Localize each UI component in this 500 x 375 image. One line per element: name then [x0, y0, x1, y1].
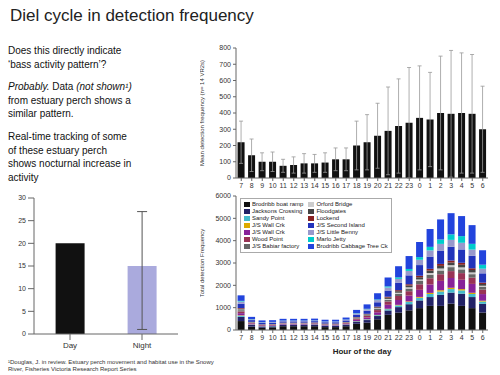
svg-text:0: 0 [418, 182, 422, 189]
html-text:from estuary perch shows a sim: from estuary perch shows a similar patte… [8, 94, 131, 119]
svg-text:20: 20 [374, 334, 382, 341]
svg-text:2: 2 [439, 182, 443, 189]
svg-text:7: 7 [239, 334, 243, 341]
svg-text:0: 0 [418, 334, 422, 341]
svg-text:21: 21 [384, 334, 392, 341]
svg-text:100: 100 [219, 158, 231, 165]
svg-text:23: 23 [405, 334, 413, 341]
svg-text:Night: Night [133, 341, 152, 350]
html-text:Real-time tracking of some of: Real-time tracking of some of these estu… [8, 131, 132, 183]
html-text:Brodribb boat ramp: Brodribb boat ramp [252, 201, 304, 207]
html-text:Orford Bridge: Orford Bridge [316, 201, 353, 207]
svg-text:Day: Day [63, 341, 77, 350]
html-text:¹Douglas, J. in review. Estuar: ¹Douglas, J. in review. Estuary perch mo… [8, 359, 214, 372]
svg-text:15: 15 [18, 262, 26, 269]
svg-text:500: 500 [219, 93, 231, 100]
svg-text:Mean detection frequency (n= 1: Mean detection frequency (n= 14 VR2s) [200, 60, 205, 166]
svg-text:10: 10 [18, 285, 26, 292]
svg-text:1: 1 [428, 182, 432, 189]
svg-text:4: 4 [460, 334, 464, 341]
svg-text:10: 10 [269, 334, 277, 341]
svg-text:1: 1 [428, 334, 432, 341]
svg-text:8: 8 [250, 334, 254, 341]
svg-text:25: 25 [18, 217, 26, 224]
svg-text:3000: 3000 [215, 259, 231, 266]
svg-text:19: 19 [363, 182, 371, 189]
svg-text:20: 20 [374, 182, 382, 189]
svg-text:10: 10 [269, 182, 277, 189]
svg-text:Total detection Frequency: Total detection Frequency [200, 229, 205, 298]
svg-text:18: 18 [353, 334, 361, 341]
html-text:Floodgates: Floodgates [316, 208, 347, 214]
svg-text:30: 30 [18, 194, 26, 201]
svg-text:15: 15 [321, 182, 329, 189]
svg-text:0: 0 [227, 326, 231, 333]
svg-text:300: 300 [219, 126, 231, 133]
svg-text:2: 2 [439, 334, 443, 341]
svg-text:4000: 4000 [215, 237, 231, 244]
svg-text:5: 5 [470, 334, 474, 341]
html-text:J/S Wall Crk: J/S Wall Crk [252, 222, 285, 228]
svg-text:5: 5 [22, 308, 26, 315]
html-text:Marlo Jetty: Marlo Jetty [316, 236, 346, 242]
svg-text:6: 6 [481, 182, 485, 189]
svg-text:11: 11 [280, 182, 287, 189]
svg-text:6: 6 [481, 334, 485, 341]
html-text:Wood Point: Wood Point [252, 236, 283, 242]
html-text:Lockend: Lockend [316, 215, 340, 221]
svg-text:5: 5 [470, 182, 474, 189]
svg-text:14: 14 [311, 182, 319, 189]
html-text:Brodribb Cabbage Tree Ck: Brodribb Cabbage Tree Ck [316, 243, 388, 249]
svg-text:400: 400 [219, 109, 231, 116]
html-text:Diel cycle in detection freque: Diel cycle in detection frequency [10, 6, 254, 25]
svg-text:13: 13 [300, 182, 308, 189]
svg-text:200: 200 [219, 142, 231, 149]
svg-text:5000: 5000 [215, 215, 231, 222]
svg-text:17: 17 [342, 182, 350, 189]
svg-text:9: 9 [260, 182, 264, 189]
svg-text:11: 11 [280, 334, 287, 341]
svg-text:7: 7 [239, 182, 243, 189]
svg-text:19: 19 [363, 334, 371, 341]
svg-text:15: 15 [321, 334, 329, 341]
svg-text:9: 9 [260, 334, 264, 341]
svg-text:14: 14 [311, 334, 319, 341]
svg-text:13: 13 [300, 334, 308, 341]
html-text:J/S Babiar factory: J/S Babiar factory [252, 243, 300, 249]
svg-text:22: 22 [395, 182, 403, 189]
svg-text:16: 16 [332, 182, 340, 189]
html-text:Jacksons Crossing: Jacksons Crossing [252, 208, 303, 214]
svg-text:21: 21 [384, 182, 392, 189]
html-text:J/S Wall Crk: J/S Wall Crk [252, 229, 285, 235]
svg-text:18: 18 [353, 182, 361, 189]
svg-text:Hour of the day: Hour of the day [333, 347, 392, 356]
html-text:Does this directly indicate ‘b: Does this directly indicate ‘bass activi… [8, 45, 122, 70]
svg-text:22: 22 [395, 334, 403, 341]
svg-text:0: 0 [22, 330, 26, 337]
svg-text:700: 700 [219, 61, 231, 68]
html-text:Sandy Point: Sandy Point [252, 215, 285, 221]
svg-text:0: 0 [227, 174, 231, 181]
svg-text:12: 12 [290, 182, 298, 189]
svg-text:20: 20 [18, 240, 26, 247]
svg-text:1000: 1000 [215, 304, 231, 311]
svg-text:12: 12 [290, 334, 298, 341]
svg-text:800: 800 [219, 44, 231, 51]
html-text:J/S Little Benny: J/S Little Benny [316, 229, 359, 235]
svg-text:8: 8 [250, 182, 254, 189]
html-text:J/S Second Island: J/S Second Island [316, 222, 365, 228]
html-text:Probably. Data (not shown¹): Probably. Data (not shown¹) [8, 81, 132, 92]
svg-text:23: 23 [405, 182, 413, 189]
svg-text:3: 3 [449, 334, 453, 341]
svg-text:6000: 6000 [215, 192, 231, 199]
svg-text:17: 17 [342, 334, 350, 341]
svg-text:600: 600 [219, 77, 231, 84]
svg-text:3: 3 [449, 182, 453, 189]
svg-text:2000: 2000 [215, 282, 231, 289]
svg-text:4: 4 [460, 182, 464, 189]
svg-text:16: 16 [332, 334, 340, 341]
